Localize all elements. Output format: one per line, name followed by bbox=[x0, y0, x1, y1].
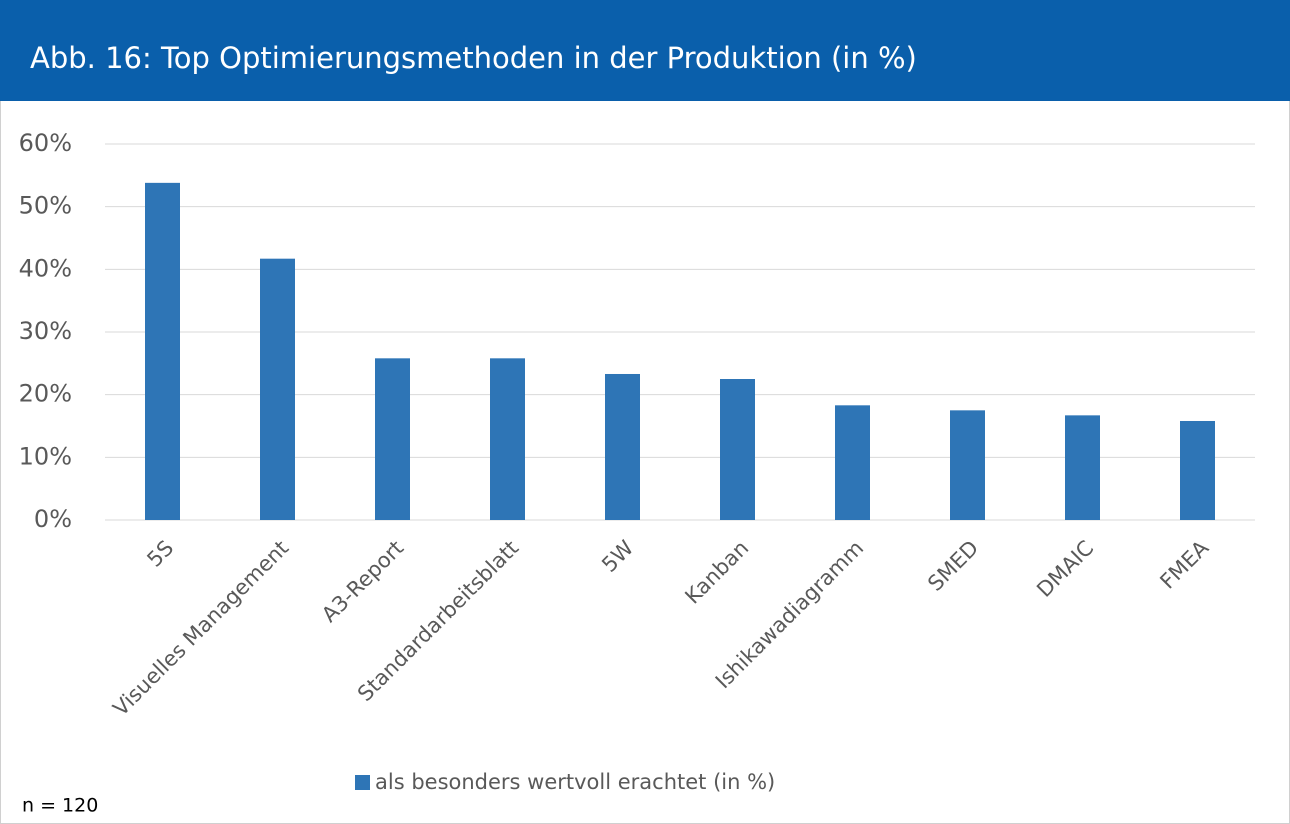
bar bbox=[490, 358, 525, 520]
bar bbox=[375, 358, 410, 520]
bar bbox=[720, 379, 755, 520]
y-tick-label: 0% bbox=[34, 505, 72, 533]
bar bbox=[145, 182, 180, 520]
bar bbox=[835, 405, 870, 520]
legend-label: als besonders wertvoll erachtet (in %) bbox=[375, 770, 775, 794]
y-tick-label: 20% bbox=[19, 380, 72, 408]
bar bbox=[260, 258, 295, 520]
bar bbox=[950, 410, 985, 520]
header-band bbox=[0, 0, 1290, 101]
y-tick-label: 30% bbox=[19, 317, 72, 345]
note: n = 120 bbox=[22, 795, 98, 817]
y-tick-label: 10% bbox=[19, 442, 72, 470]
bar bbox=[1065, 415, 1100, 520]
y-tick-label: 50% bbox=[19, 192, 72, 220]
y-tick-label: 60% bbox=[19, 129, 72, 157]
chart-title: Abb. 16: Top Optimierungsmethoden in der… bbox=[30, 41, 917, 75]
y-tick-label: 40% bbox=[19, 254, 72, 282]
bar bbox=[605, 373, 640, 520]
bar bbox=[1180, 420, 1215, 520]
legend-swatch bbox=[355, 775, 370, 790]
